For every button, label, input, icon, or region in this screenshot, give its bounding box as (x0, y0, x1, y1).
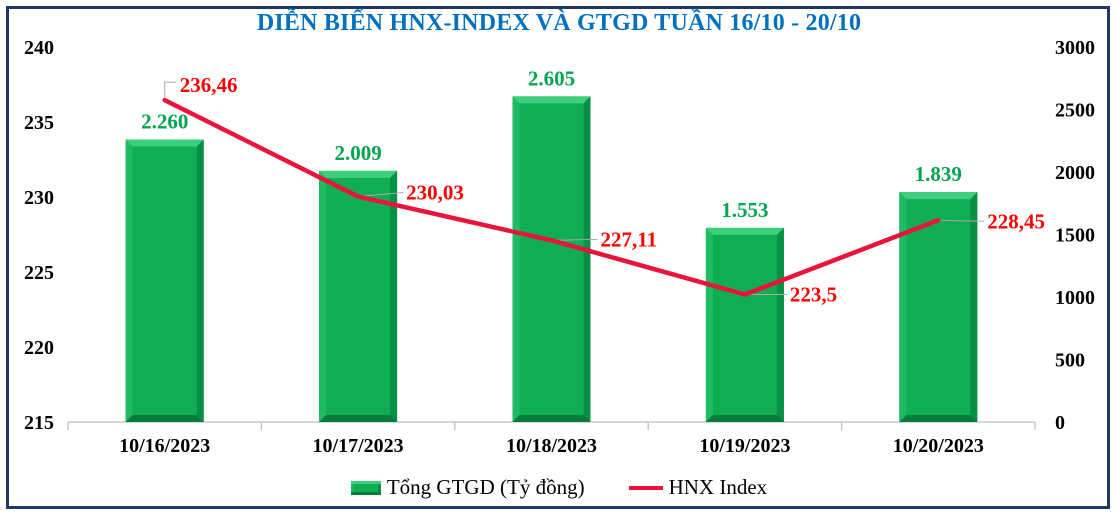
bar-value-label: 2.260 (141, 110, 188, 134)
bar-bevel (899, 415, 978, 422)
bar (125, 139, 204, 422)
right-axis-tick-label: 1500 (1055, 225, 1095, 247)
bar-bevel (583, 96, 591, 422)
bar-bevel (776, 227, 784, 422)
bar-bevel (899, 192, 978, 200)
line-value-label: 228,45 (987, 209, 1045, 233)
bar-bevel (390, 170, 398, 422)
label-leader-line (164, 81, 176, 101)
bar-bevel (705, 227, 784, 235)
bar-value-label: 1.553 (721, 198, 768, 222)
left-axis-tick-label: 230 (24, 187, 54, 209)
x-axis-category-label: 10/16/2023 (119, 435, 210, 457)
left-axis-tick-label: 235 (24, 112, 54, 134)
bar-bevel (899, 192, 907, 422)
legend-label-gtgd: Tổng GTGD (Tỷ đồng) (386, 475, 585, 499)
right-axis-tick-label: 2000 (1055, 162, 1095, 184)
bar-bevel (512, 415, 591, 422)
x-axis-category-label: 10/18/2023 (506, 435, 597, 457)
bar (512, 96, 591, 422)
x-axis-category-label: 10/20/2023 (893, 435, 984, 457)
label-leader-line (358, 192, 404, 198)
bar-bevel (512, 96, 591, 104)
bar-bevel (196, 139, 204, 422)
line-value-label: 223,5 (790, 283, 837, 307)
legend-item-gtgd: Tổng GTGD (Tỷ đồng) (350, 475, 585, 500)
bar (899, 192, 978, 422)
bar-bevel (319, 170, 327, 422)
x-axis-category-label: 10/19/2023 (699, 435, 790, 457)
bar (319, 170, 398, 422)
legend-item-hnx: HNX Index (628, 475, 768, 500)
line-series-swatch-icon (628, 485, 663, 490)
left-axis-tick-label: 225 (24, 262, 54, 284)
bar-bevel (705, 227, 713, 422)
bar-bevel (125, 139, 133, 422)
right-axis-tick-label: 3000 (1055, 37, 1095, 59)
bar-bevel (125, 139, 204, 147)
left-axis-tick-label: 215 (24, 412, 54, 434)
legend: Tổng GTGD (Tỷ đồng) HNX Index (0, 475, 1118, 500)
line-value-label: 230,03 (406, 181, 464, 205)
bar-value-label: 2.009 (334, 141, 381, 165)
left-axis-tick-label: 220 (24, 337, 54, 359)
bar-value-label: 2.605 (528, 66, 575, 90)
right-axis-tick-label: 500 (1055, 350, 1085, 372)
right-axis-tick-label: 0 (1055, 412, 1065, 434)
bar-series-swatch-icon (350, 480, 381, 495)
bar (705, 227, 784, 422)
label-leader-line (938, 219, 985, 222)
right-axis-tick-label: 1000 (1055, 287, 1095, 309)
chart-title: DIỄN BIẾN HNX-INDEX VÀ GTGD TUẦN 16/10 -… (256, 10, 862, 36)
x-axis-category-label: 10/17/2023 (313, 435, 404, 457)
bar-bevel (705, 415, 784, 422)
right-axis-tick-label: 2500 (1055, 100, 1095, 122)
line-value-label: 236,46 (180, 73, 238, 97)
bar-value-label: 1.839 (915, 162, 962, 186)
hnx-index-line (162, 97, 941, 297)
line-value-label: 227,11 (601, 227, 658, 251)
bar-bevel (125, 415, 204, 422)
chart-frame (6, 6, 1110, 509)
bar-bevel (319, 170, 398, 178)
bar-bevel (970, 192, 978, 422)
legend-label-hnx: HNX Index (668, 475, 768, 499)
bar-bevel (512, 96, 520, 422)
left-axis-tick-label: 240 (24, 37, 54, 59)
bar-bevel (319, 415, 398, 422)
